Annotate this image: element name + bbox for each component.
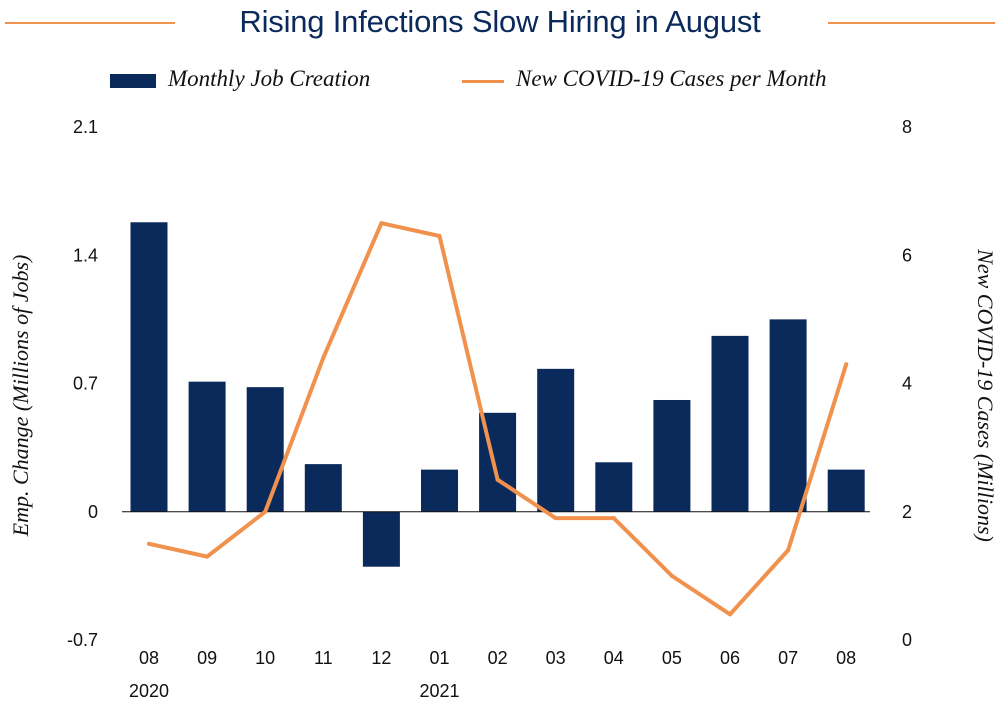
- bar-7: [537, 368, 575, 512]
- bar-2: [246, 387, 284, 512]
- x-tick-label: 06: [720, 648, 740, 668]
- cases-point-12: [844, 362, 849, 367]
- x-tick-label: 07: [778, 648, 798, 668]
- bar-11: [769, 319, 807, 512]
- x-tick-label: 09: [197, 648, 217, 668]
- title-rule-right: [828, 22, 995, 24]
- cases-point-2: [263, 509, 268, 514]
- left-tick-label: -0.7: [67, 630, 98, 650]
- cases-point-11: [786, 548, 791, 553]
- right-tick-label: 6: [902, 245, 912, 265]
- cases-point-7: [553, 516, 558, 521]
- title-rule-left: [5, 22, 175, 24]
- right-tick-label: 4: [902, 374, 912, 394]
- left-tick-label: 0: [88, 502, 98, 522]
- cases-point-1: [205, 554, 210, 559]
- x-tick-label: 04: [604, 648, 624, 668]
- year-label: 2020: [129, 681, 169, 701]
- legend-bar-swatch: [110, 74, 156, 88]
- bar-12: [827, 469, 865, 512]
- y-axis-left-title: Emp. Change (Millions of Jobs): [8, 255, 33, 538]
- x-tick-label: 02: [488, 648, 508, 668]
- cases-point-9: [669, 573, 674, 578]
- chart-title: Rising Infections Slow Hiring in August: [239, 4, 761, 39]
- x-tick-label: 05: [662, 648, 682, 668]
- chart-header: Rising Infections Slow Hiring in August: [0, 0, 1000, 50]
- cases-point-3: [321, 355, 326, 360]
- x-tick-label: 08: [139, 648, 159, 668]
- x-tick-label: 11: [314, 648, 333, 668]
- bar-3: [304, 464, 342, 512]
- left-tick-label: 0.7: [73, 374, 98, 394]
- x-tick-label: 08: [836, 648, 856, 668]
- bar-8: [595, 462, 633, 512]
- legend-line-swatch: [462, 80, 504, 83]
- y-axis-right-title: New COVID-19 Cases (Millions): [973, 248, 998, 542]
- bar-10: [711, 335, 749, 512]
- legend-line-label: New COVID-19 Cases per Month: [516, 66, 827, 91]
- cases-point-5: [437, 234, 442, 239]
- cases-point-4: [379, 221, 384, 226]
- bar-9: [653, 399, 691, 512]
- x-tick-label: 12: [371, 648, 391, 668]
- left-tick-label: 1.4: [73, 245, 98, 265]
- cases-point-0: [147, 541, 151, 546]
- chart-legend: Monthly Job Creation New COVID-19 Cases …: [0, 60, 1000, 100]
- x-tick-label: 10: [255, 648, 275, 668]
- x-tick-label: 03: [546, 648, 566, 668]
- bar-0: [130, 222, 168, 512]
- cases-point-6: [495, 477, 500, 482]
- bar-4: [362, 511, 400, 567]
- cases-point-8: [611, 516, 616, 521]
- right-tick-label: 2: [902, 502, 912, 522]
- bar-1: [188, 381, 226, 512]
- right-tick-label: 0: [902, 630, 912, 650]
- year-label: 2021: [419, 681, 459, 701]
- legend-bar-label: Monthly Job Creation: [168, 66, 371, 91]
- left-tick-label: 2.1: [73, 117, 98, 137]
- bar-5: [421, 469, 458, 512]
- x-tick-label: 01: [429, 648, 449, 668]
- right-tick-label: 8: [902, 117, 912, 137]
- cases-point-10: [728, 612, 732, 617]
